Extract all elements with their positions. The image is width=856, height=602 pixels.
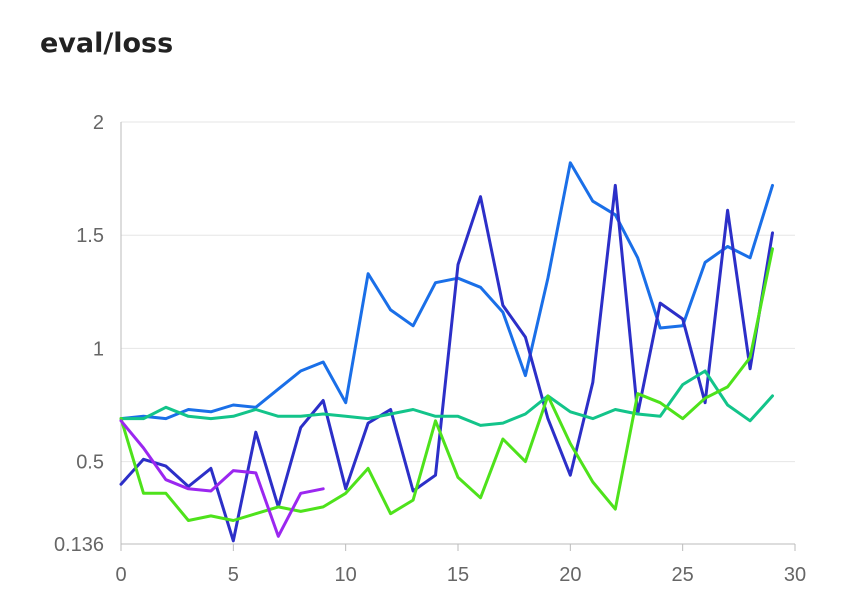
x-tick-label: 15 <box>447 564 469 586</box>
x-tick-label: 30 <box>784 564 806 586</box>
y-tick-label: 0.5 <box>76 452 104 474</box>
series-line-5 <box>119 419 325 538</box>
x-tick-label: 0 <box>115 564 126 586</box>
series-lines <box>119 161 774 543</box>
axes <box>120 122 796 551</box>
x-tick-label: 10 <box>335 564 357 586</box>
x-tick-label: 5 <box>228 564 239 586</box>
series-line-4 <box>119 247 774 522</box>
x-tick-label: 25 <box>672 564 694 586</box>
series-line-2 <box>119 183 774 543</box>
x-tick-label: 20 <box>559 564 581 586</box>
grid-lines <box>121 121 795 463</box>
series-line-1 <box>119 161 774 421</box>
y-tick-label: 1.5 <box>76 225 104 247</box>
y-tick-label: 1 <box>93 338 104 360</box>
y-tick-label: 2 <box>93 112 104 134</box>
series-line-3 <box>119 369 774 427</box>
chart-title: eval/loss <box>40 28 174 59</box>
y-tick-label: 0.136 <box>54 534 104 556</box>
